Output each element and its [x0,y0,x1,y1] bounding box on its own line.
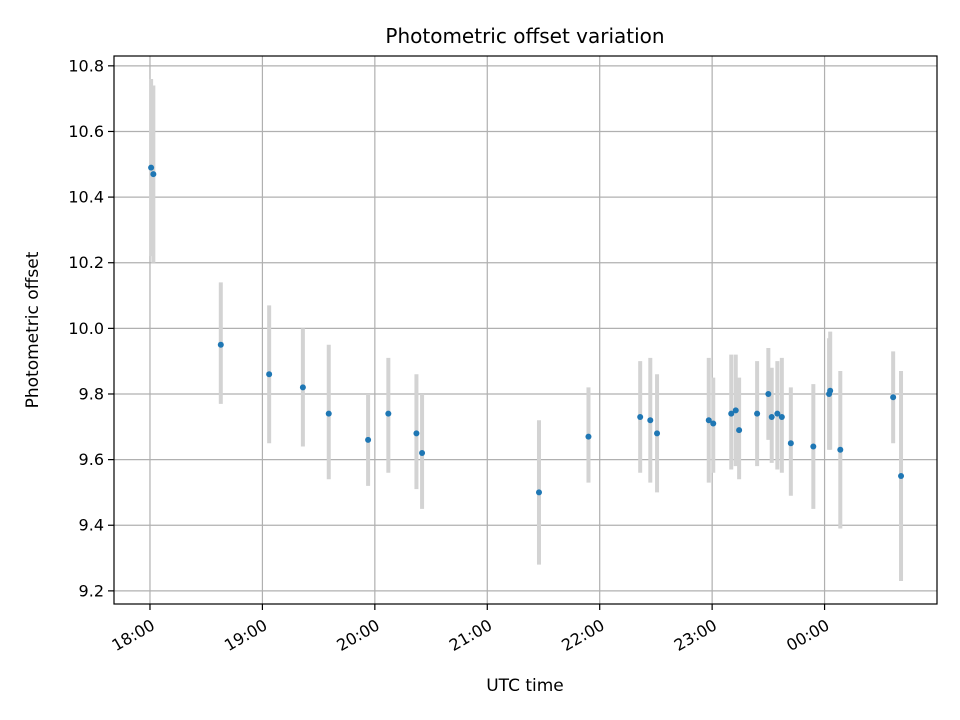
y-axis-label: Photometric offset [23,251,43,408]
y-tick-label: 10.4 [68,188,104,207]
data-point [774,410,781,417]
data-point [419,450,426,457]
data-point [266,371,273,378]
data-point [736,427,743,434]
data-point [768,413,775,420]
data-point [705,417,712,424]
data-point [365,436,372,443]
y-tick-label: 9.2 [79,581,104,600]
y-tick-label: 10.0 [68,319,104,338]
y-tick-label: 9.8 [79,384,104,403]
x-axis: 18:00 19:00 20:00 21:00 22:00 23:00 00:00 [109,604,833,655]
data-point [810,443,817,450]
x-tick-label: 20:00 [333,615,382,655]
x-tick-label: 23:00 [671,615,720,655]
y-tick-label: 9.4 [79,516,104,535]
y-tick-label: 10.2 [68,253,104,272]
x-tick-label: 21:00 [446,615,495,655]
x-tick-label: 19:00 [221,615,270,655]
data-point [585,433,592,440]
data-point [837,446,844,453]
data-point [890,394,897,401]
y-tick-label: 10.6 [68,122,104,141]
data-point [754,410,761,417]
y-axis: 9.2 9.4 9.6 9.8 10.0 10.2 10.4 10.6 10.8 [68,56,114,600]
data-points [148,164,905,496]
data-point [217,341,224,348]
data-point [710,420,717,427]
data-point [654,430,661,437]
data-point [385,410,392,417]
x-tick-label: 22:00 [558,615,607,655]
data-point [728,410,735,417]
data-point [827,387,834,394]
chart-title: Photometric offset variation [385,24,664,48]
data-point [148,164,155,171]
data-point [787,440,794,447]
data-point [778,413,785,420]
data-point [325,410,332,417]
data-point [732,407,739,414]
y-tick-label: 10.8 [68,56,104,75]
data-point [535,489,542,496]
data-point [637,413,644,420]
data-point [765,390,772,397]
data-point [299,384,306,391]
data-point [150,171,157,178]
x-tick-label: 18:00 [109,615,158,655]
x-axis-label: UTC time [486,676,564,696]
data-point [898,473,905,480]
grid [114,56,937,604]
x-tick-label: 00:00 [783,615,832,655]
data-point [647,417,654,424]
error-bars [149,78,904,582]
plot-frame [113,55,938,605]
y-tick-label: 9.6 [79,450,104,469]
data-point [413,430,420,437]
